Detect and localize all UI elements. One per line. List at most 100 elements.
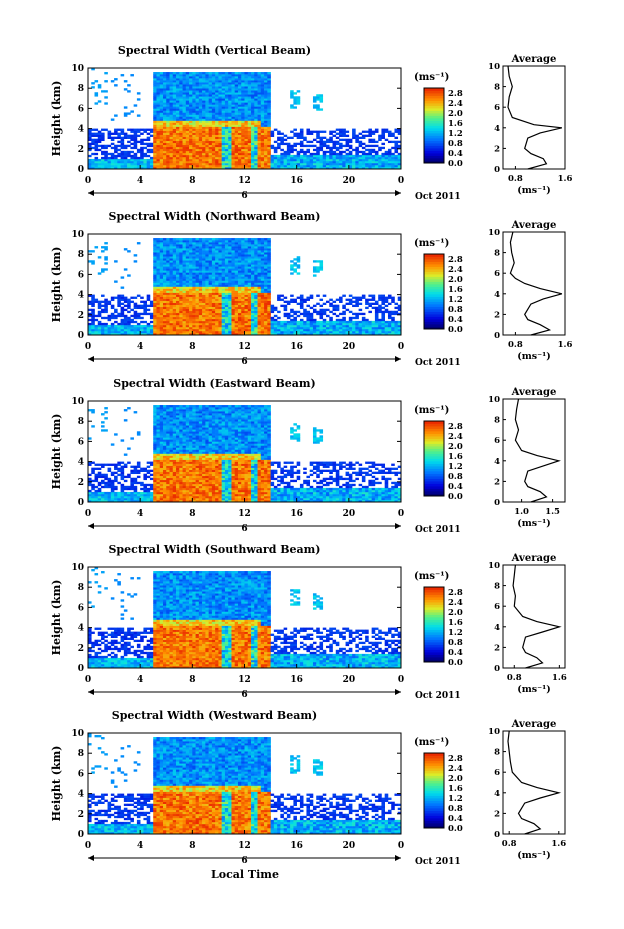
heatmap-cell bbox=[368, 154, 372, 158]
heatmap-cell bbox=[195, 90, 200, 93]
heatmap-cell bbox=[202, 298, 206, 301]
heatmap-cell bbox=[166, 298, 170, 301]
heatmap-cell bbox=[205, 248, 209, 251]
heatmap-cell bbox=[172, 250, 177, 253]
heatmap-cell bbox=[117, 330, 121, 334]
heatmap-cell bbox=[319, 108, 324, 111]
heatmap-cell bbox=[257, 246, 262, 249]
heatmap-cell bbox=[306, 328, 311, 332]
heatmap-cell bbox=[247, 332, 252, 336]
heatmap-cell bbox=[182, 248, 187, 251]
heatmap-cell bbox=[247, 104, 252, 107]
heatmap-cell bbox=[172, 288, 177, 291]
heatmap-cell bbox=[104, 144, 108, 148]
heatmap-cell bbox=[322, 166, 327, 170]
heatmap-cell bbox=[110, 160, 115, 164]
heatmap-cell bbox=[237, 142, 242, 146]
heatmap-cell bbox=[322, 136, 327, 139]
colorbar-segment bbox=[424, 120, 444, 124]
heatmap-cell bbox=[332, 162, 337, 166]
heatmap-cell bbox=[179, 154, 183, 158]
heatmap-cell bbox=[257, 140, 262, 144]
heatmap-cell bbox=[205, 162, 209, 166]
heatmap-cell bbox=[254, 320, 258, 324]
heatmap-cell bbox=[156, 260, 161, 263]
heatmap-cell bbox=[241, 130, 245, 133]
heatmap-cell bbox=[149, 324, 154, 328]
heatmap-cell bbox=[185, 138, 190, 142]
heatmap-cell bbox=[260, 238, 265, 241]
heatmap-cell bbox=[159, 258, 164, 261]
heatmap-cell bbox=[286, 314, 291, 318]
heatmap-cell bbox=[130, 296, 134, 299]
heatmap-cell bbox=[88, 308, 92, 312]
heatmap-cell bbox=[205, 140, 209, 144]
heatmap-cell bbox=[397, 154, 402, 158]
heatmap-cell bbox=[218, 142, 222, 146]
heatmap-cell bbox=[153, 138, 157, 142]
heatmap-cell bbox=[192, 84, 196, 87]
heatmap-cell bbox=[267, 300, 271, 303]
heatmap-cell bbox=[159, 252, 164, 255]
heatmap-cell bbox=[182, 74, 187, 77]
heatmap-cell bbox=[156, 138, 161, 142]
heatmap-cell bbox=[387, 160, 392, 164]
heatmap-cell bbox=[169, 128, 174, 131]
heatmap-cell bbox=[153, 250, 157, 253]
heatmap-cell bbox=[176, 266, 180, 269]
heatmap-cell bbox=[211, 120, 216, 123]
heatmap-cell bbox=[254, 300, 258, 303]
heatmap-cell bbox=[208, 160, 213, 164]
heatmap-cell bbox=[202, 130, 206, 133]
heatmap-cell bbox=[205, 138, 209, 142]
heatmap-cell bbox=[159, 238, 164, 241]
heatmap-cell bbox=[264, 306, 268, 310]
heatmap-cell bbox=[299, 140, 304, 144]
heatmap-cell bbox=[153, 96, 157, 99]
heatmap-cell bbox=[179, 288, 183, 291]
heatmap-cell bbox=[215, 136, 219, 139]
heatmap-cell bbox=[303, 160, 307, 164]
heatmap-cell bbox=[339, 160, 343, 164]
heatmap-cell bbox=[205, 160, 209, 164]
heatmap-cell bbox=[185, 262, 190, 265]
heatmap-cell bbox=[159, 152, 164, 156]
heatmap-cell bbox=[185, 274, 190, 277]
heatmap-cell bbox=[237, 292, 242, 295]
heatmap-cell bbox=[215, 118, 219, 121]
heatmap-cell bbox=[247, 74, 252, 77]
heatmap-cell bbox=[319, 326, 324, 330]
heatmap-cell bbox=[283, 142, 288, 146]
heatmap-cell bbox=[195, 322, 200, 326]
heatmap-cell bbox=[182, 118, 187, 121]
heatmap-cell bbox=[342, 158, 346, 162]
heatmap-cell bbox=[237, 136, 242, 139]
heatmap-cell bbox=[251, 160, 255, 164]
heatmap-cell bbox=[156, 84, 161, 87]
heatmap-cell bbox=[156, 306, 161, 310]
heatmap-cell bbox=[176, 86, 180, 89]
heatmap-cell bbox=[172, 300, 177, 303]
heatmap-cell bbox=[251, 134, 255, 137]
heatmap-cell bbox=[211, 114, 216, 117]
heatmap-cell bbox=[202, 260, 206, 263]
heatmap-cell bbox=[182, 332, 187, 336]
heatmap-cell bbox=[192, 246, 196, 249]
heatmap-cell bbox=[179, 84, 183, 87]
heatmap-cell bbox=[88, 294, 92, 297]
heatmap-cell bbox=[91, 138, 95, 142]
heatmap-cell bbox=[237, 88, 242, 91]
heatmap-cell bbox=[159, 116, 164, 119]
heatmap-cell bbox=[260, 308, 265, 312]
colorbar-segment bbox=[424, 135, 444, 139]
heatmap-cell bbox=[228, 272, 232, 275]
heatmap-cell bbox=[176, 324, 180, 328]
heatmap-cell bbox=[215, 144, 219, 148]
heatmap-cell bbox=[159, 96, 164, 99]
heatmap-cell bbox=[156, 320, 161, 324]
heatmap-cell bbox=[94, 164, 99, 168]
heatmap-cell bbox=[198, 244, 203, 247]
heatmap-cell bbox=[205, 254, 209, 257]
heatmap-cell bbox=[224, 328, 229, 332]
heatmap-cell bbox=[319, 260, 324, 263]
